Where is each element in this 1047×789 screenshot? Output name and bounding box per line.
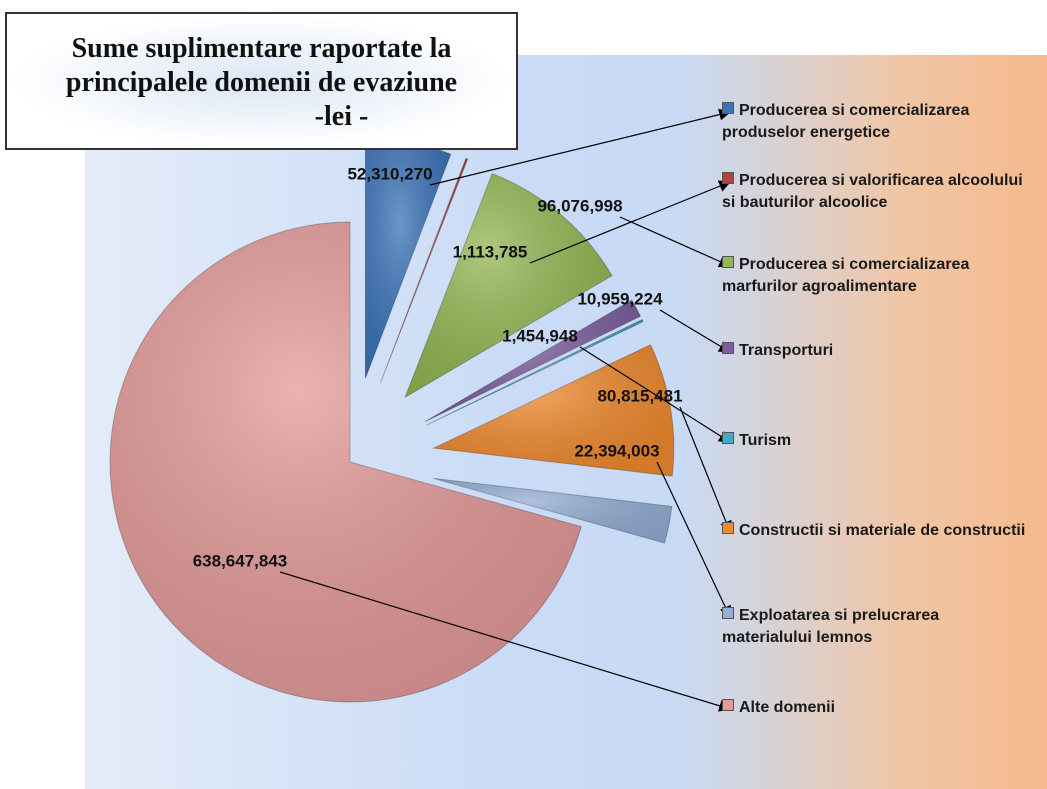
leader-arrow [279, 571, 732, 712]
leader-arrow [619, 216, 732, 268]
legend-label: Producerea si comercializarea produselor… [722, 102, 970, 141]
legend-item: Constructii si materiale de constructii [722, 520, 1032, 542]
legend-item: Exploatarea si prelucrarea materialului … [722, 605, 1032, 649]
legend-item: Producerea si comercializarea marfurilor… [722, 254, 1032, 298]
legend-swatch [722, 432, 734, 444]
legend-item: Alte domenii [722, 697, 1032, 719]
legend-label: Producerea si comercializarea marfurilor… [722, 256, 970, 295]
leader-arrow [656, 461, 731, 619]
legend-item: Producerea si valorificarea alcoolului s… [722, 170, 1032, 214]
data-label: 80,815,481 [597, 386, 682, 405]
data-label: 1,454,948 [502, 326, 578, 345]
legend-label: Alte domenii [739, 699, 836, 716]
legend-item: Transporturi [722, 340, 1032, 362]
legend-swatch [722, 522, 734, 534]
legend-label: Exploatarea si prelucrarea materialului … [722, 607, 940, 646]
legend-swatch [722, 172, 734, 184]
data-label: 1,113,785 [453, 242, 528, 261]
data-label: 96,076,998 [537, 196, 622, 215]
title-box: Sume suplimentare raportate la principal… [5, 12, 518, 150]
chart-subtitle: -lei - [314, 101, 369, 132]
legend-swatch [722, 607, 734, 619]
legend-label: Producerea si valorificarea alcoolului s… [722, 172, 1023, 211]
data-label: 52,310,270 [347, 164, 432, 183]
leader-arrow [679, 406, 732, 534]
leader-arrow [429, 108, 732, 186]
legend-label: Transporturi [739, 342, 834, 359]
data-label: 10,959,224 [577, 289, 663, 308]
legend-item: Producerea si comercializarea produselor… [722, 100, 1032, 144]
legend-swatch [722, 102, 734, 114]
legend-item: Turism [722, 430, 1032, 452]
legend-swatch [722, 699, 734, 711]
leader-arrow [659, 309, 732, 353]
data-label: 22,394,003 [574, 441, 659, 460]
legend-label: Constructii si materiale de constructii [739, 522, 1026, 539]
data-label: 638,647,843 [193, 551, 288, 570]
leader-arrow [529, 180, 732, 264]
leader-arrow [579, 346, 732, 443]
legend-swatch [722, 342, 734, 354]
chart-title: Sume suplimentare raportate la principal… [65, 33, 458, 98]
legend-swatch [722, 256, 734, 268]
legend-label: Turism [739, 432, 792, 449]
